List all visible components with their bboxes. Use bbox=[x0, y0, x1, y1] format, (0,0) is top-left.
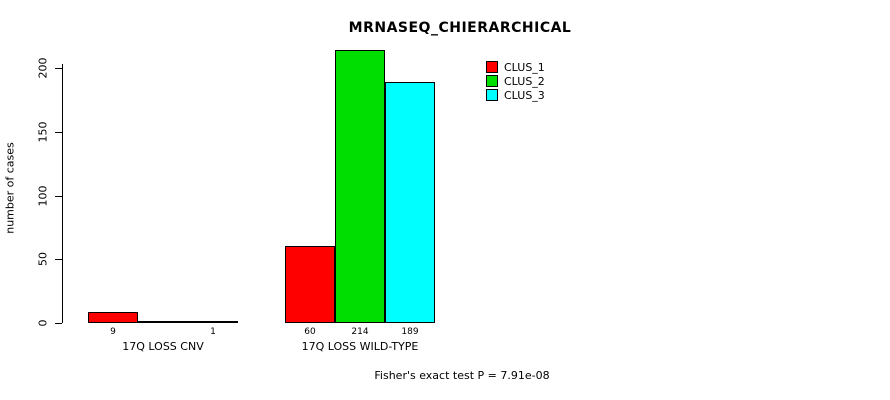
y-axis-tick bbox=[55, 131, 62, 133]
y-axis-label: number of cases bbox=[3, 142, 17, 234]
y-axis-tick-label: 200 bbox=[36, 57, 50, 79]
category-label: 17Q LOSS WILD-TYPE bbox=[301, 340, 419, 353]
y-axis-line bbox=[62, 64, 63, 323]
bar-value-label: 9 bbox=[110, 327, 116, 337]
y-axis-tick bbox=[55, 259, 62, 261]
y-axis-tick bbox=[55, 195, 62, 197]
legend-item-clus_2: CLUS_2 bbox=[486, 74, 545, 88]
legend-swatch-clus_1 bbox=[486, 61, 498, 73]
bar-clus_3-group1 bbox=[188, 321, 238, 323]
chart-title: MRNASEQ_CHIERARCHICAL bbox=[348, 20, 572, 36]
y-axis-tick bbox=[55, 323, 62, 324]
legend-swatch-clus_2 bbox=[486, 75, 498, 87]
category-label: 17Q LOSS CNV bbox=[122, 340, 204, 353]
legend-swatch-clus_3 bbox=[486, 89, 498, 101]
annotation-fishers-test: Fisher's exact test P = 7.91e-08 bbox=[374, 369, 550, 382]
bar-clus_1-group1 bbox=[88, 312, 138, 323]
legend-label: CLUS_1 bbox=[504, 60, 545, 74]
y-axis-tick-label: 50 bbox=[36, 252, 50, 267]
y-axis-tick bbox=[55, 68, 62, 69]
bar-clus_2-group2 bbox=[335, 50, 385, 323]
bar-clus_3-group2 bbox=[385, 82, 435, 323]
bar-clus_1-group2 bbox=[285, 246, 335, 323]
bar-clus_2-group1 bbox=[138, 321, 188, 323]
y-axis-tick-label: 100 bbox=[36, 185, 50, 206]
y-axis-tick-label: 150 bbox=[36, 121, 50, 143]
legend: CLUS_1 CLUS_2 CLUS_3 bbox=[486, 60, 545, 102]
y-axis-tick-label: 0 bbox=[36, 319, 50, 327]
legend-label: CLUS_2 bbox=[504, 74, 545, 88]
legend-label: CLUS_3 bbox=[504, 88, 545, 102]
legend-item-clus_1: CLUS_1 bbox=[486, 60, 545, 74]
bar-value-label: 214 bbox=[351, 327, 369, 337]
bar-value-label: 189 bbox=[401, 327, 419, 337]
bar-value-label: 60 bbox=[304, 327, 316, 337]
legend-item-clus_3: CLUS_3 bbox=[486, 88, 545, 102]
bar-value-label: 1 bbox=[210, 327, 216, 337]
